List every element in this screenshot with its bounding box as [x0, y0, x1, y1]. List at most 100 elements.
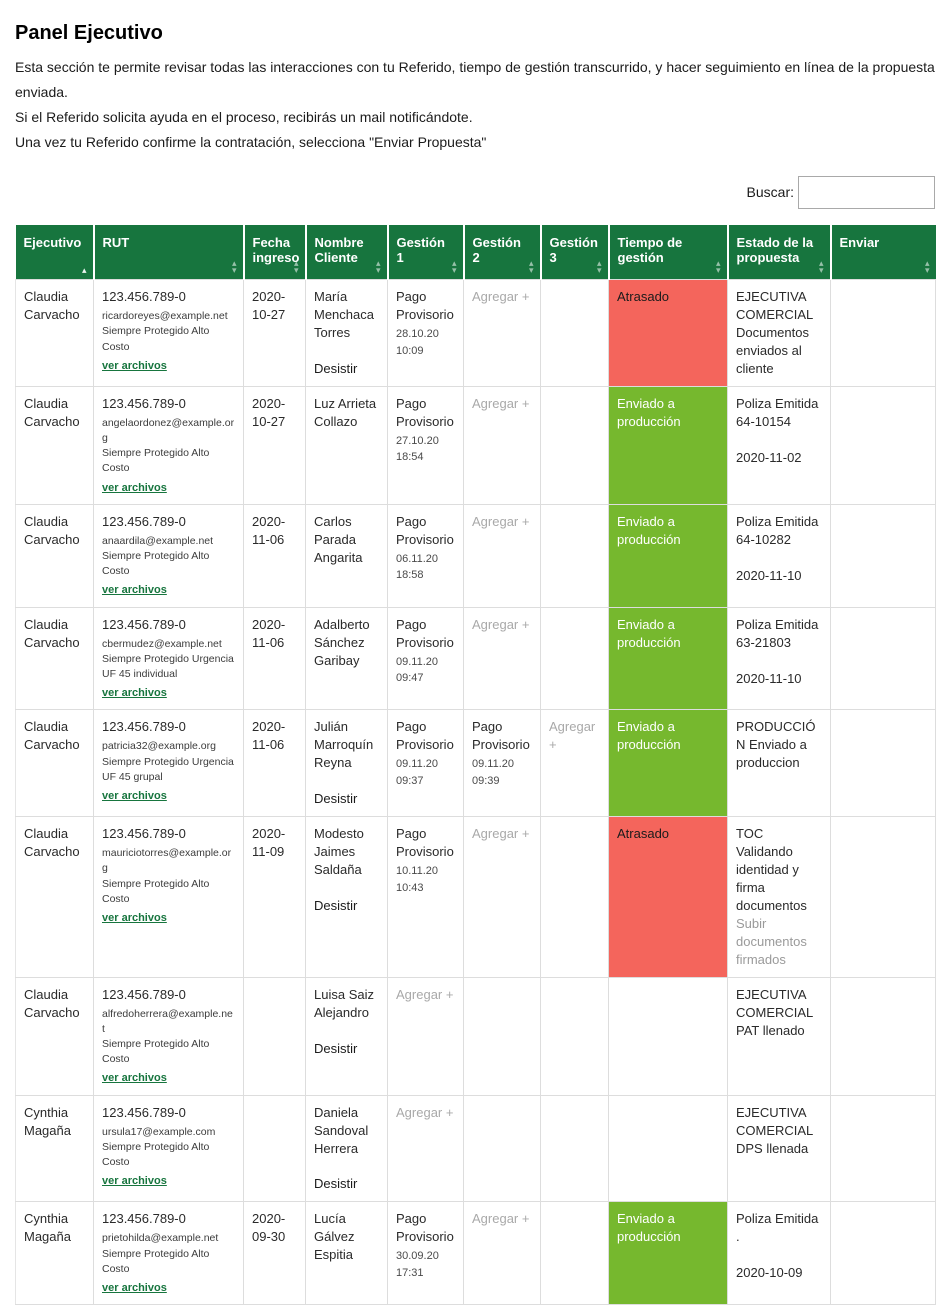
gestion-name: Pago Provisorio [396, 1211, 454, 1245]
plan-name: Siempre Protegido Alto Costo [102, 877, 210, 905]
column-header-gesti-n-1[interactable]: Gestión 1 ▴ ▾ [387, 224, 465, 280]
sort-desc-icon: ▾ [293, 265, 299, 276]
page-description: Esta sección te permite revisar todas la… [15, 55, 935, 155]
ver-archivos-link[interactable]: ver archivos [102, 1175, 167, 1188]
sort-icon[interactable]: ▴ ▾ [715, 258, 721, 275]
cell-enviar [830, 709, 936, 818]
agregar-button[interactable]: Agregar + [472, 826, 530, 842]
cell-gestion-3 [540, 816, 609, 978]
cell-rut: 123.456.789-0 alfredoherrera@example.net S… [93, 976, 244, 1096]
cell-tiempo-de-gestion [608, 1094, 728, 1203]
gestion-datetime: 09.11.20 09:37 [396, 756, 455, 789]
cell-enviar [830, 976, 936, 1096]
desistir-button[interactable]: Desistir [314, 360, 358, 376]
cell-enviar [830, 385, 936, 505]
email-value: ursula17@example.com [102, 1125, 216, 1138]
agregar-button[interactable]: Agregar + [549, 719, 596, 753]
plan-name: Siempre Protegido Urgencia UF 45 individ… [102, 652, 234, 680]
cell-ejecutivo: Claudia Carvacho [15, 976, 94, 1096]
cell-fecha-ingreso [243, 1094, 306, 1203]
cell-tiempo-de-gestion: Atrasado [608, 816, 728, 978]
cell-rut: 123.456.789-0 cbermudez@example.net Siempr… [93, 606, 244, 711]
plan-name: Siempre Protegido Alto Costo [102, 1038, 210, 1066]
cell-gestion-3 [540, 279, 609, 387]
sort-asc-icon: ▴ [375, 258, 381, 269]
cell-gestion-2: Agregar + [463, 816, 541, 978]
ver-archivos-link[interactable]: ver archivos [102, 687, 167, 700]
column-header-gesti-n-2[interactable]: Gestión 2 ▴ ▾ [463, 224, 542, 280]
ver-archivos-link[interactable]: ver archivos [102, 359, 167, 372]
sort-asc-icon: ▴ [596, 258, 602, 269]
ver-archivos-link[interactable]: ver archivos [102, 584, 167, 597]
agregar-button[interactable]: Agregar + [472, 616, 530, 632]
column-header-label: Enviar [839, 234, 880, 250]
column-header-fecha-ingreso[interactable]: Fecha ingreso ▴ ▾ [243, 224, 307, 280]
cell-tiempo-de-gestion [608, 976, 728, 1096]
cell-nombre-cliente: Carlos Parada Angarita [305, 503, 388, 608]
cell-tiempo-de-gestion: Enviado a producción [608, 606, 728, 711]
cell-ejecutivo: Claudia Carvacho [15, 709, 94, 818]
desistir-button[interactable]: Desistir [314, 1040, 358, 1056]
search-label: Buscar: [746, 184, 794, 201]
agregar-button[interactable]: Agregar + [396, 1104, 454, 1120]
agregar-button[interactable]: Agregar + [472, 513, 530, 529]
cell-fecha-ingreso: 2020-09-30 [243, 1201, 306, 1305]
email-value: alfredoherrera@example.net [102, 1007, 233, 1035]
cell-gestion-3 [540, 606, 609, 711]
sort-asc-icon: ▴ [715, 258, 721, 269]
cell-estado-propuesta: TOC Validando identidad y firma document… [727, 816, 831, 978]
column-header-gesti-n-3[interactable]: Gestión 3 ▴ ▾ [540, 224, 610, 280]
client-name: Julián Marroquín Reyna [314, 719, 374, 771]
column-header-tiempo-de-gesti-n[interactable]: Tiempo de gestión ▴ ▾ [608, 224, 729, 280]
client-name: Daniela Sandoval Herrera [314, 1104, 369, 1156]
agregar-button[interactable]: Agregar + [396, 986, 454, 1002]
sort-icon[interactable]: ▴ ▾ [529, 259, 534, 275]
sort-icon[interactable]: ▴ ▾ [293, 259, 299, 276]
ver-archivos-link[interactable]: ver archivos [102, 481, 167, 494]
sort-icon[interactable]: ▴ ▾ [452, 259, 457, 275]
desistir-button[interactable]: Desistir [314, 791, 358, 807]
column-header-rut[interactable]: RUT ▴ ▾ [93, 224, 245, 280]
column-header-estado-de-la-propuesta[interactable]: Estado de la propuesta ▴ ▾ [727, 224, 832, 280]
agregar-button[interactable]: Agregar + [472, 395, 530, 411]
ver-archivos-link[interactable]: ver archivos [102, 911, 167, 924]
sort-icon[interactable]: ▴ ▾ [596, 258, 602, 276]
agregar-button[interactable]: Agregar + [472, 289, 530, 305]
cell-gestion-1: Agregar + [387, 1094, 464, 1203]
cell-rut: 123.456.789-0 anaardila@example.net Siempr… [93, 503, 244, 608]
cell-nombre-cliente: Julián Marroquín Reyna Desistir [305, 709, 388, 818]
estado-text: Poliza Emitida 64-10154 [736, 395, 819, 429]
desistir-button[interactable]: Desistir [314, 897, 358, 913]
search-bar: Buscar: [15, 175, 935, 209]
agregar-button[interactable]: Agregar + [472, 1211, 530, 1227]
column-header-nombre-cliente[interactable]: Nombre Cliente ▴ ▾ [305, 224, 389, 280]
cell-estado-propuesta: Poliza Emitida 64-10154 2020-11-02 [727, 385, 831, 505]
search-input[interactable] [798, 175, 935, 209]
column-header-enviar[interactable]: Enviar ▴ ▾ [830, 224, 936, 280]
email-value: anaardila@example.net [102, 534, 214, 547]
desistir-button[interactable]: Desistir [314, 1176, 358, 1192]
rut-value: 123.456.789-0 [102, 826, 186, 842]
gestion-datetime: 28.10.20 10:09 [396, 326, 455, 359]
cell-ejecutivo: Claudia Carvacho [15, 816, 94, 978]
client-name: Luisa Saiz Alejandro [314, 986, 374, 1020]
ver-archivos-link[interactable]: ver archivos [102, 789, 167, 802]
sort-icon[interactable]: ▴ ▾ [818, 259, 824, 276]
ver-archivos-link[interactable]: ver archivos [102, 1281, 167, 1294]
sort-desc-icon: ▾ [596, 265, 602, 276]
sort-icon[interactable]: ▴ [82, 266, 87, 275]
cell-gestion-2: Agregar + [463, 385, 541, 505]
sort-desc-icon: ▾ [375, 265, 381, 276]
ver-archivos-link[interactable]: ver archivos [102, 1072, 167, 1085]
cell-nombre-cliente: Adalberto Sánchez Garibay [305, 606, 388, 711]
cell-gestion-3 [540, 385, 609, 505]
sort-icon[interactable]: ▴ ▾ [375, 258, 381, 276]
sort-desc-icon: ▾ [818, 265, 824, 276]
plan-name: Siempre Protegido Alto Costo [102, 1140, 210, 1168]
sort-icon[interactable]: ▴ ▾ [232, 259, 237, 275]
cell-gestion-1: Agregar + [387, 976, 464, 1096]
gestion-date: 09.11.20 [396, 655, 439, 668]
sort-icon[interactable]: ▴ ▾ [925, 259, 930, 275]
column-header-ejecutivo[interactable]: Ejecutivo ▴ [15, 224, 95, 280]
gestion-date: 10.11.20 [396, 865, 439, 878]
